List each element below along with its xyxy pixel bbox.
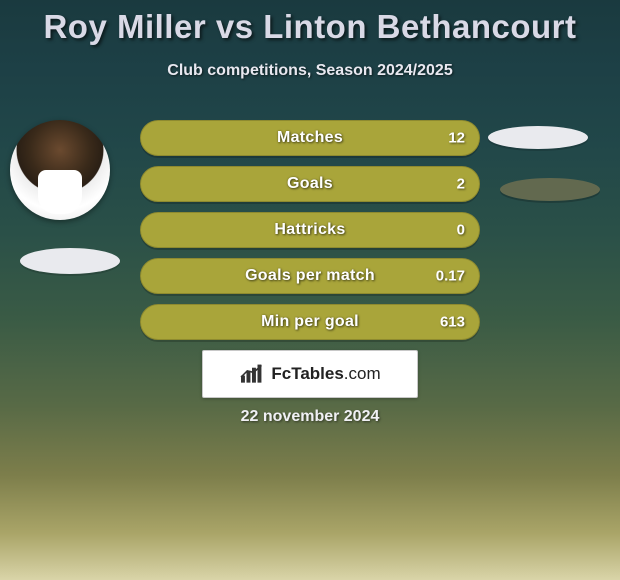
stat-value: 2 [457,176,465,193]
player2-pill-bottom [500,178,600,201]
brand-name: FcTables [271,364,343,383]
comparison-card: Roy Miller vs Linton Bethancourt Club co… [0,0,620,580]
brand-chart-icon [239,363,265,385]
stat-value: 0 [457,222,465,239]
stat-label: Goals [141,175,479,193]
page-title: Roy Miller vs Linton Bethancourt [0,0,620,46]
stats-chart: Matches12 Goals2 Hattricks0 Goals per match… [140,120,480,350]
player2-pill-top [488,126,588,149]
stat-row: Goals2 [140,166,480,202]
date-text: 22 november 2024 [0,408,620,426]
stat-row: Goals per match0.17 [140,258,480,294]
player1-avatar [10,120,110,220]
stat-row: Hattricks0 [140,212,480,248]
stat-value: 0.17 [436,268,465,285]
brand-domain: .com [344,364,381,383]
stat-label: Min per goal [141,313,479,331]
player1-pill [20,248,120,274]
stat-label: Matches [141,129,479,147]
stat-value: 12 [448,130,465,147]
brand-card[interactable]: FcTables.com [202,350,418,398]
stat-row: Min per goal613 [140,304,480,340]
stat-label: Goals per match [141,267,479,285]
stat-row: Matches12 [140,120,480,156]
stat-value: 613 [440,314,465,331]
stat-label: Hattricks [141,221,479,239]
brand-text: FcTables.com [271,364,380,384]
subtitle: Club competitions, Season 2024/2025 [0,62,620,80]
